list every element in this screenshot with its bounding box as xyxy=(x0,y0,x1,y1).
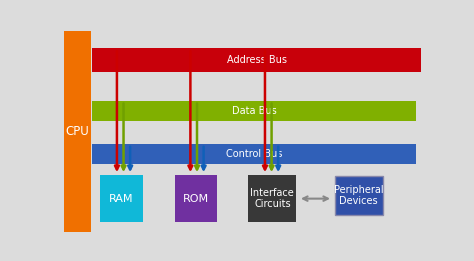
Bar xyxy=(92,101,416,121)
Text: RAM: RAM xyxy=(109,194,134,204)
Text: Interface
Circuits: Interface Circuits xyxy=(250,188,294,209)
Bar xyxy=(64,31,91,232)
Bar xyxy=(92,144,416,164)
Bar xyxy=(248,175,296,222)
Text: Data Bus: Data Bus xyxy=(232,106,276,116)
Bar xyxy=(92,48,421,72)
Text: Control Bus: Control Bus xyxy=(226,149,282,159)
Text: Address Bus: Address Bus xyxy=(227,55,287,65)
Bar xyxy=(100,175,143,222)
Text: CPU: CPU xyxy=(65,125,89,138)
Bar xyxy=(335,176,383,215)
Bar xyxy=(175,175,217,222)
Text: ROM: ROM xyxy=(183,194,209,204)
Text: Peripheral
Devices: Peripheral Devices xyxy=(334,185,383,206)
